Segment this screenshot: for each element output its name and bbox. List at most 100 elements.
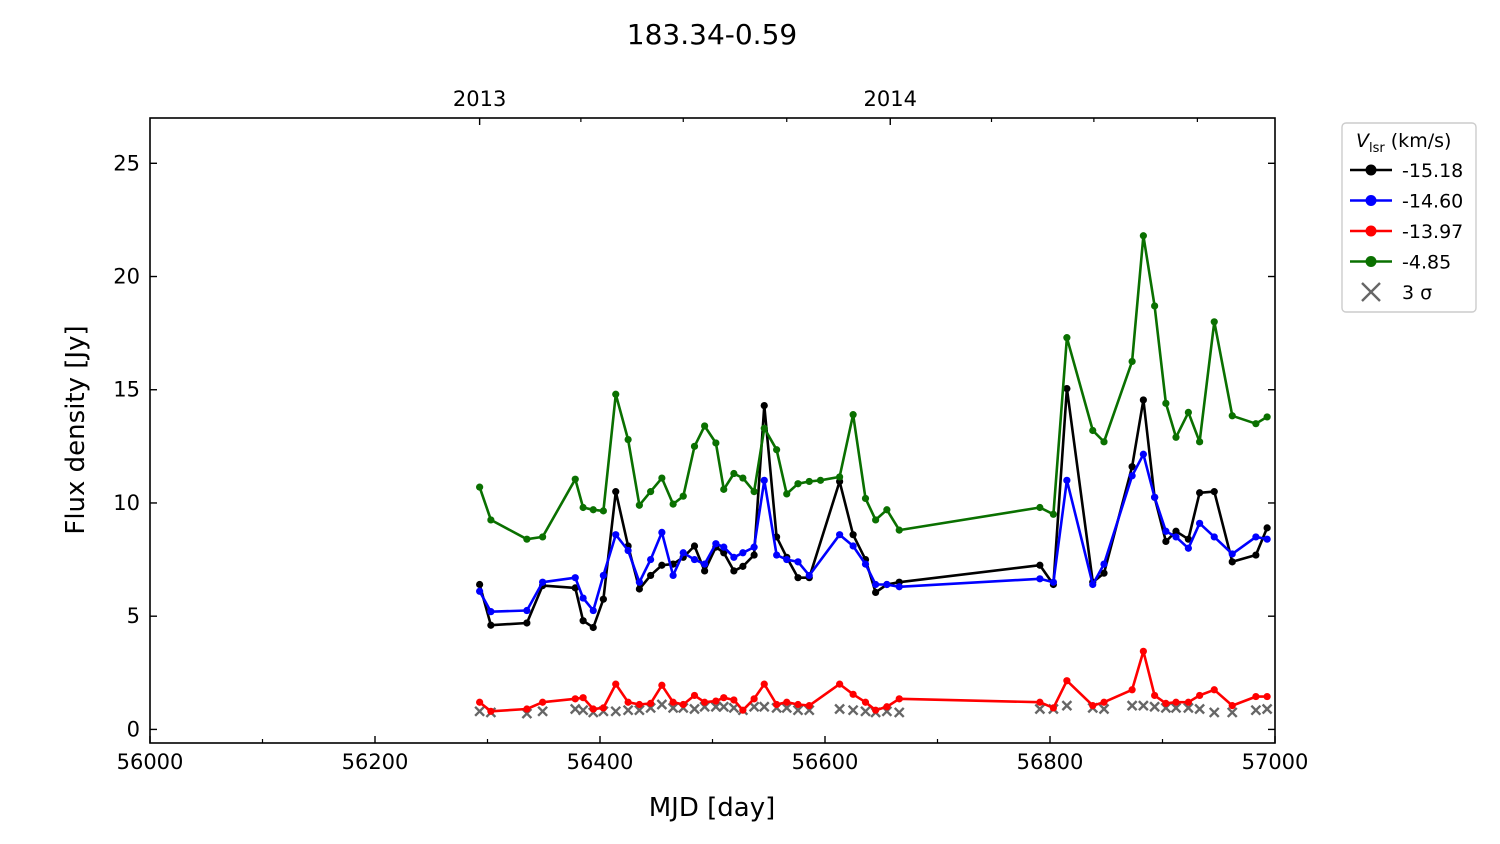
data-point <box>1151 302 1159 310</box>
data-point <box>794 558 802 566</box>
data-point <box>895 695 903 703</box>
data-point <box>624 435 632 444</box>
data-point <box>883 506 891 514</box>
data-point <box>579 594 587 602</box>
data-point <box>539 698 547 706</box>
data-point <box>1172 527 1180 535</box>
sigma3-marker <box>1061 700 1073 711</box>
data-point <box>872 706 880 714</box>
data-point <box>773 700 781 709</box>
legend-marker <box>1365 225 1377 237</box>
data-point <box>1172 433 1180 441</box>
legend-sigma-marker <box>1361 282 1381 302</box>
data-point <box>701 560 709 568</box>
data-point <box>872 588 880 597</box>
data-point <box>1089 580 1097 589</box>
data-point <box>1139 396 1147 404</box>
data-point <box>750 543 758 551</box>
data-point <box>1128 472 1136 480</box>
data-point <box>773 551 781 559</box>
data-point <box>836 473 844 481</box>
data-point <box>612 531 620 539</box>
data-point <box>487 621 495 629</box>
data-point <box>1252 692 1260 701</box>
data-point <box>1184 698 1192 706</box>
data-point <box>669 698 677 706</box>
plot-frame <box>149 117 1276 744</box>
data-point <box>1172 533 1180 541</box>
data-point <box>1162 699 1170 707</box>
data-point <box>712 540 720 548</box>
data-point <box>773 446 781 454</box>
top-year-label: 2013 <box>453 87 506 111</box>
data-point <box>571 584 579 592</box>
data-point <box>1139 647 1147 655</box>
data-point <box>1172 698 1180 706</box>
data-point <box>760 476 768 484</box>
data-point <box>1228 412 1236 420</box>
data-point <box>720 485 728 493</box>
data-point <box>1162 537 1170 546</box>
series-line-3 <box>478 234 1268 541</box>
data-point <box>690 555 699 564</box>
data-point <box>1036 503 1044 512</box>
data-point <box>487 516 495 524</box>
x-tick-label: 56600 <box>792 750 859 774</box>
data-point <box>679 700 687 709</box>
x-axis-label: MJD [day] <box>649 793 776 823</box>
data-point <box>487 608 495 616</box>
x-tick-label: 56000 <box>117 750 184 774</box>
data-point <box>690 691 699 700</box>
sigma3-marker <box>689 703 700 715</box>
data-point <box>635 585 643 593</box>
data-point <box>658 474 666 482</box>
data-point <box>701 698 709 706</box>
sigma3-marker <box>656 699 668 710</box>
data-point <box>1210 318 1218 326</box>
data-point <box>647 555 655 564</box>
data-point <box>658 681 666 689</box>
data-point <box>750 488 758 496</box>
data-point <box>571 475 579 483</box>
sigma3-marker <box>537 705 548 717</box>
x-tick-label: 56800 <box>1017 750 1084 774</box>
data-point <box>1100 698 1108 706</box>
data-point <box>794 480 802 488</box>
data-point <box>647 488 655 496</box>
data-point <box>476 587 484 595</box>
legend-title: Vlsr (km/s) <box>1356 130 1451 156</box>
data-point <box>1100 560 1108 568</box>
data-point <box>1263 535 1271 543</box>
data-point <box>579 617 587 625</box>
data-point <box>712 697 720 705</box>
data-point <box>523 535 531 543</box>
data-point <box>1196 489 1204 497</box>
data-point <box>1089 426 1097 435</box>
data-point <box>849 690 857 698</box>
y-tick-label: 20 <box>113 265 140 289</box>
data-point <box>1263 413 1271 421</box>
data-point <box>1252 551 1260 559</box>
data-point <box>1036 698 1044 706</box>
data-point <box>1063 677 1071 685</box>
data-point <box>836 680 844 688</box>
data-point <box>635 700 643 709</box>
data-point <box>1228 558 1236 566</box>
data-point <box>523 705 531 713</box>
data-point <box>1184 544 1192 552</box>
data-point <box>1100 569 1108 577</box>
data-point <box>624 546 632 555</box>
sigma3-marker <box>834 703 845 715</box>
data-point <box>760 424 768 432</box>
data-point <box>895 583 903 591</box>
sigma3-marker <box>860 705 871 717</box>
data-point <box>589 606 597 615</box>
data-point <box>861 560 870 568</box>
data-point <box>1128 357 1136 366</box>
data-point <box>1139 450 1147 458</box>
data-point <box>861 494 870 503</box>
data-point <box>487 707 495 715</box>
data-point <box>1210 533 1218 541</box>
data-point <box>701 567 709 575</box>
legend-label: -15.18 <box>1402 160 1463 182</box>
